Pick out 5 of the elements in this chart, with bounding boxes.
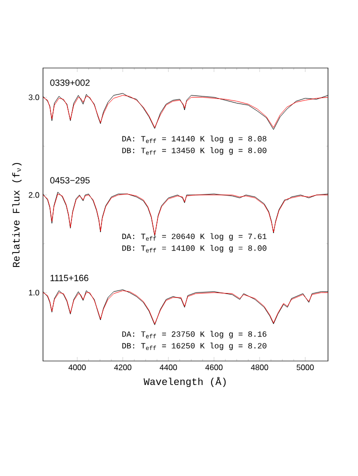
x-axis-title: Wavelength (Å) [144,377,226,388]
y-axis-title: Relative Flux (f$_{ν}$) [12,163,22,267]
series-label: 1115+166 [50,274,88,282]
series-label: 0453−295 [50,177,90,184]
series-label: 0339+002 [50,79,90,86]
